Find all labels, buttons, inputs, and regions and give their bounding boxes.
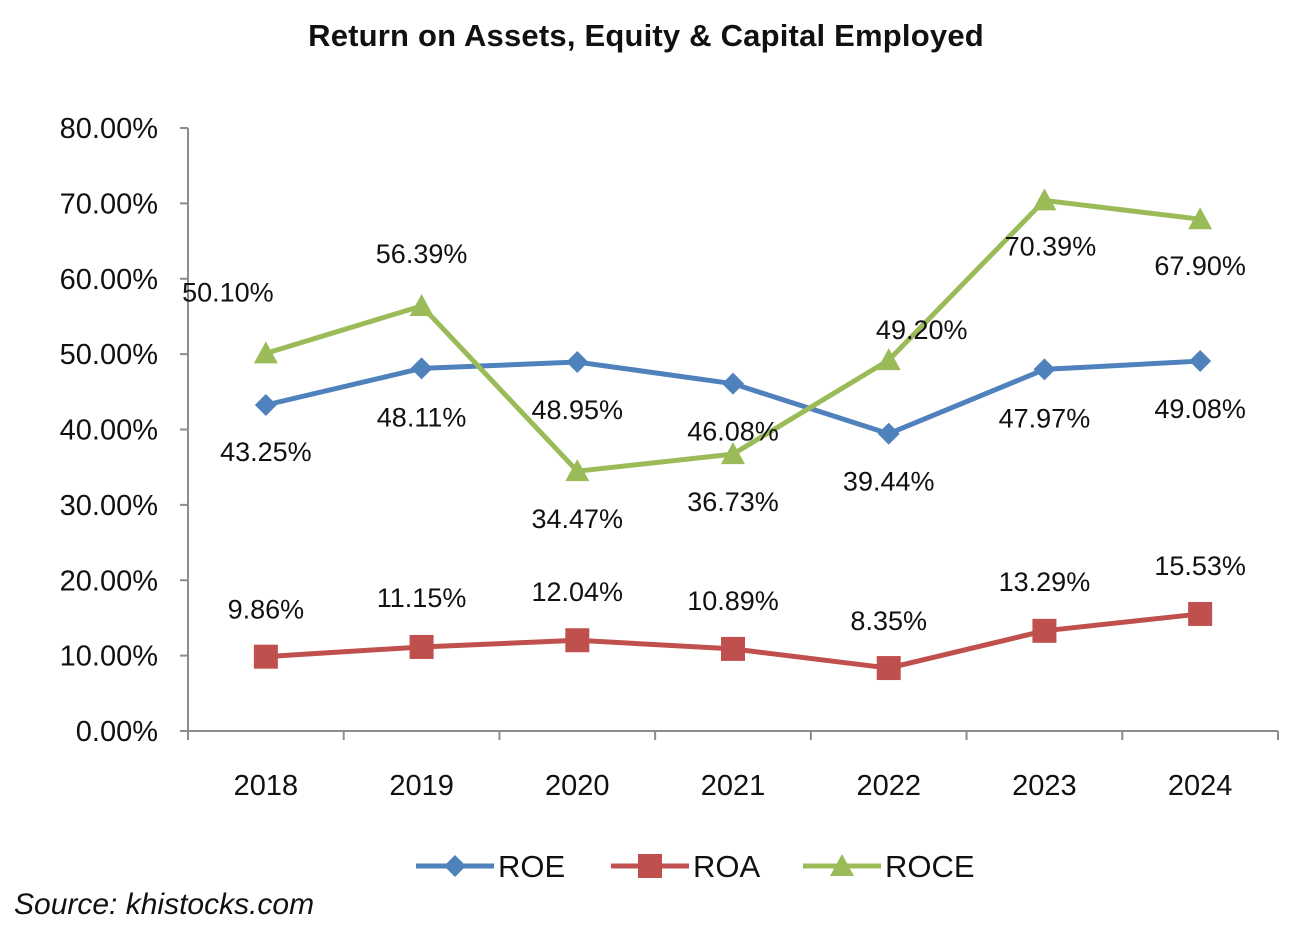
- roe-marker: [566, 351, 589, 374]
- legend-item-roce: ROCE: [803, 849, 975, 884]
- x-tick-label: 2024: [1168, 770, 1233, 802]
- roe-data-label: 46.08%: [687, 417, 779, 447]
- legend-roa-marker: [638, 854, 662, 878]
- roe-marker: [254, 394, 277, 417]
- legend: ROE ROA ROCE: [416, 849, 975, 884]
- y-tick-label: 0.00%: [76, 716, 158, 748]
- y-tick-label: 50.00%: [60, 339, 158, 371]
- y-tick-label: 80.00%: [60, 113, 158, 145]
- roe-data-label: 48.95%: [531, 395, 623, 425]
- x-tick-label: 2018: [234, 770, 299, 802]
- source-note: Source: khistocks.com: [14, 888, 315, 921]
- y-tick-label: 40.00%: [60, 415, 158, 447]
- roe-marker: [410, 357, 433, 380]
- y-tick-label: 10.00%: [60, 641, 158, 673]
- data-labels: 43.25% 48.11% 48.95% 46.08% 39.44% 47.97% 49.0…: [182, 231, 1246, 636]
- roe-data-label: 48.11%: [377, 402, 467, 432]
- roa-data-label: 15.53%: [1154, 551, 1246, 581]
- roce-marker: [253, 341, 278, 364]
- legend-label-roce: ROCE: [885, 849, 975, 884]
- roce-data-label: 56.39%: [376, 239, 468, 269]
- roa-marker: [409, 634, 434, 659]
- roe-data-label: 49.08%: [1154, 394, 1246, 424]
- legend-roce-marker: [830, 854, 854, 876]
- roe-marker: [1189, 350, 1212, 373]
- legend-item-roa: ROA: [611, 849, 761, 884]
- x-tick-label: 2021: [701, 770, 766, 802]
- x-tick-label: 2023: [1012, 770, 1077, 802]
- roe-marker: [1033, 358, 1056, 381]
- roce-marker: [565, 459, 590, 482]
- roce-data-label: 34.47%: [531, 504, 623, 534]
- legend-label-roa: ROA: [693, 849, 761, 884]
- series-markers: [253, 188, 1213, 681]
- x-tick-label: 2020: [545, 770, 610, 802]
- axes: 0.00% 10.00% 20.00% 30.00% 40.00% 50.00% 60.00…: [60, 113, 1279, 802]
- roa-data-label: 10.89%: [687, 586, 779, 616]
- x-tick-label: 2022: [856, 770, 921, 802]
- roa-marker: [253, 644, 278, 669]
- chart-title: Return on Assets, Equity & Capital Emplo…: [308, 18, 984, 53]
- roce-marker: [876, 348, 901, 371]
- roce-marker: [721, 442, 745, 465]
- roa-marker: [1032, 618, 1057, 643]
- roce-data-label: 49.20%: [876, 315, 968, 345]
- roce-marker: [1188, 207, 1213, 230]
- y-tick-label: 20.00%: [60, 565, 158, 597]
- roce-marker: [1032, 188, 1057, 211]
- roce-data-label: 67.90%: [1154, 251, 1246, 281]
- roce-data-label: 70.39%: [1005, 231, 1097, 261]
- roe-marker: [877, 422, 900, 445]
- y-tick-label: 60.00%: [60, 264, 158, 296]
- roa-data-label: 11.15%: [377, 583, 467, 613]
- roa-marker: [721, 636, 745, 661]
- roa-marker: [1188, 601, 1213, 626]
- roe-marker: [722, 372, 744, 395]
- x-tick-label: 2019: [389, 770, 454, 802]
- legend-label-roe: ROE: [498, 849, 565, 884]
- roce-marker: [409, 293, 434, 316]
- roa-data-label: 12.04%: [531, 577, 623, 607]
- roe-data-label: 43.25%: [220, 437, 312, 467]
- y-tick-label: 30.00%: [60, 490, 158, 522]
- legend-item-roe: ROE: [416, 849, 565, 884]
- y-tick-label: 70.00%: [60, 188, 158, 220]
- roce-data-label: 36.73%: [687, 487, 779, 517]
- roa-marker: [876, 656, 901, 681]
- roe-data-label: 39.44%: [843, 467, 935, 497]
- roe-data-label: 47.97%: [999, 403, 1091, 433]
- roce-data-label: 50.10%: [182, 277, 274, 307]
- roa-marker: [565, 628, 590, 653]
- roa-data-label: 9.86%: [228, 595, 305, 625]
- legend-roe-marker: [444, 855, 466, 877]
- roa-data-label: 8.35%: [850, 606, 927, 636]
- roa-data-label: 13.29%: [999, 567, 1091, 597]
